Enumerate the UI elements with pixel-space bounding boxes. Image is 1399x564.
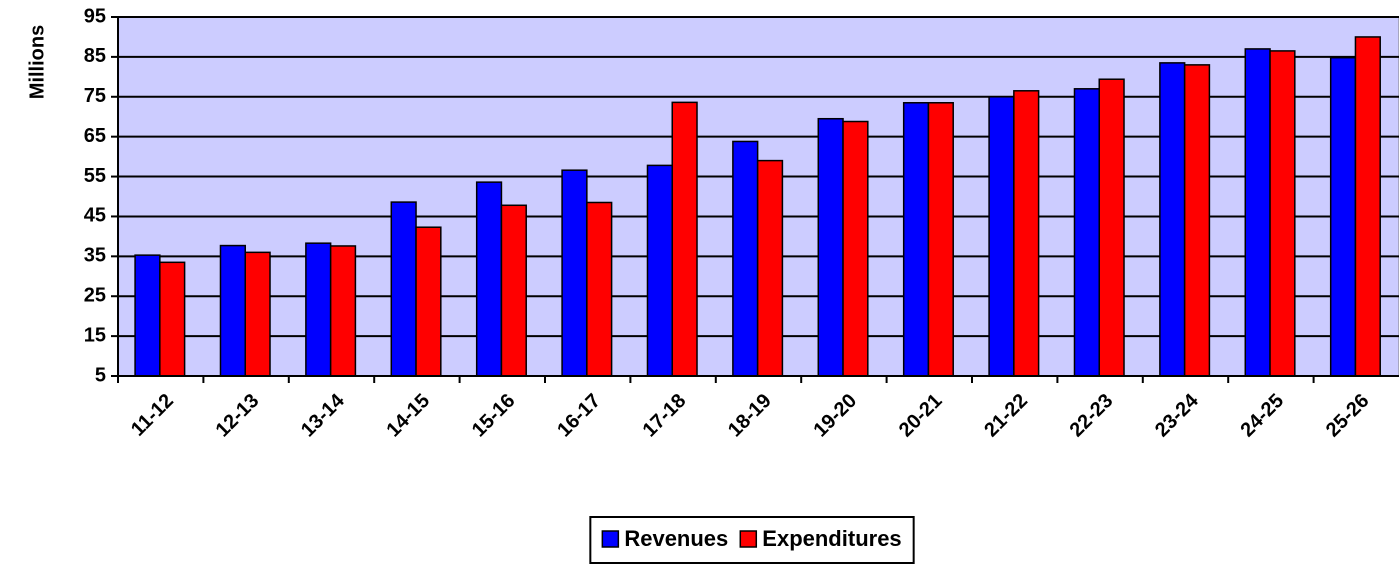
bar (1013, 90, 1040, 377)
bar (1354, 36, 1381, 377)
y-tick-label: 75 (84, 85, 106, 107)
bar (1329, 56, 1357, 377)
bar (902, 102, 930, 377)
y-tick-label: 95 (84, 5, 106, 27)
bar (244, 251, 271, 377)
x-tick-label: 18-19 (724, 390, 776, 442)
bar (927, 102, 954, 377)
x-tick-label: 16-17 (553, 390, 605, 442)
bar (500, 204, 527, 377)
bar (329, 245, 357, 377)
x-tick-label: 24-25 (1236, 390, 1288, 442)
x-tick-label: 13-14 (297, 389, 349, 441)
bar (842, 120, 869, 377)
x-tick-label: 23-24 (1151, 389, 1203, 441)
bar (1073, 88, 1100, 377)
y-tick-label: 45 (84, 205, 106, 227)
y-tick-label: 25 (84, 285, 106, 307)
x-tick-label: 14-15 (382, 390, 434, 442)
x-tick-label: 15-16 (468, 390, 520, 442)
legend-label: Revenues (624, 526, 728, 551)
bar (219, 244, 246, 377)
bar (561, 169, 588, 377)
bar (988, 96, 1015, 377)
x-tick-label: 25-26 (1322, 390, 1374, 442)
legend-swatch (601, 530, 620, 548)
legend-box (589, 516, 915, 564)
bar (1159, 62, 1186, 377)
x-tick-label: 11-12 (127, 390, 178, 441)
y-tick-label: 85 (84, 45, 106, 67)
bar (646, 164, 673, 377)
bar (671, 101, 698, 377)
bar (1098, 78, 1125, 377)
bar (475, 181, 503, 377)
bar (415, 226, 442, 377)
y-tick-label: 55 (84, 165, 106, 187)
legend-label: Expenditures (762, 526, 901, 551)
x-tick-label: 12-13 (212, 390, 264, 442)
x-tick-label: 17-18 (639, 390, 691, 442)
y-tick-label: 65 (84, 125, 106, 147)
y-axis-label: Millions (26, 25, 48, 99)
y-tick-label: 5 (95, 364, 106, 386)
bar (305, 242, 332, 377)
x-tick-label: 19-20 (809, 390, 861, 442)
x-tick-label: 22-23 (1066, 390, 1118, 442)
bar (817, 117, 844, 377)
legend: Revenues Expenditures (589, 516, 915, 564)
bar (732, 140, 759, 377)
bar (586, 201, 613, 377)
legend-swatch (739, 530, 758, 548)
x-tick-label: 21-22 (980, 390, 1032, 442)
bar (1269, 50, 1296, 377)
y-tick-label: 15 (84, 324, 106, 346)
bar (1183, 64, 1211, 377)
bar (134, 254, 161, 377)
bar (1244, 48, 1271, 377)
y-tick-label: 35 (84, 245, 106, 267)
bar (756, 159, 784, 377)
bar (159, 261, 186, 377)
bar (390, 201, 417, 377)
x-tick-label: 20-21 (895, 390, 947, 442)
